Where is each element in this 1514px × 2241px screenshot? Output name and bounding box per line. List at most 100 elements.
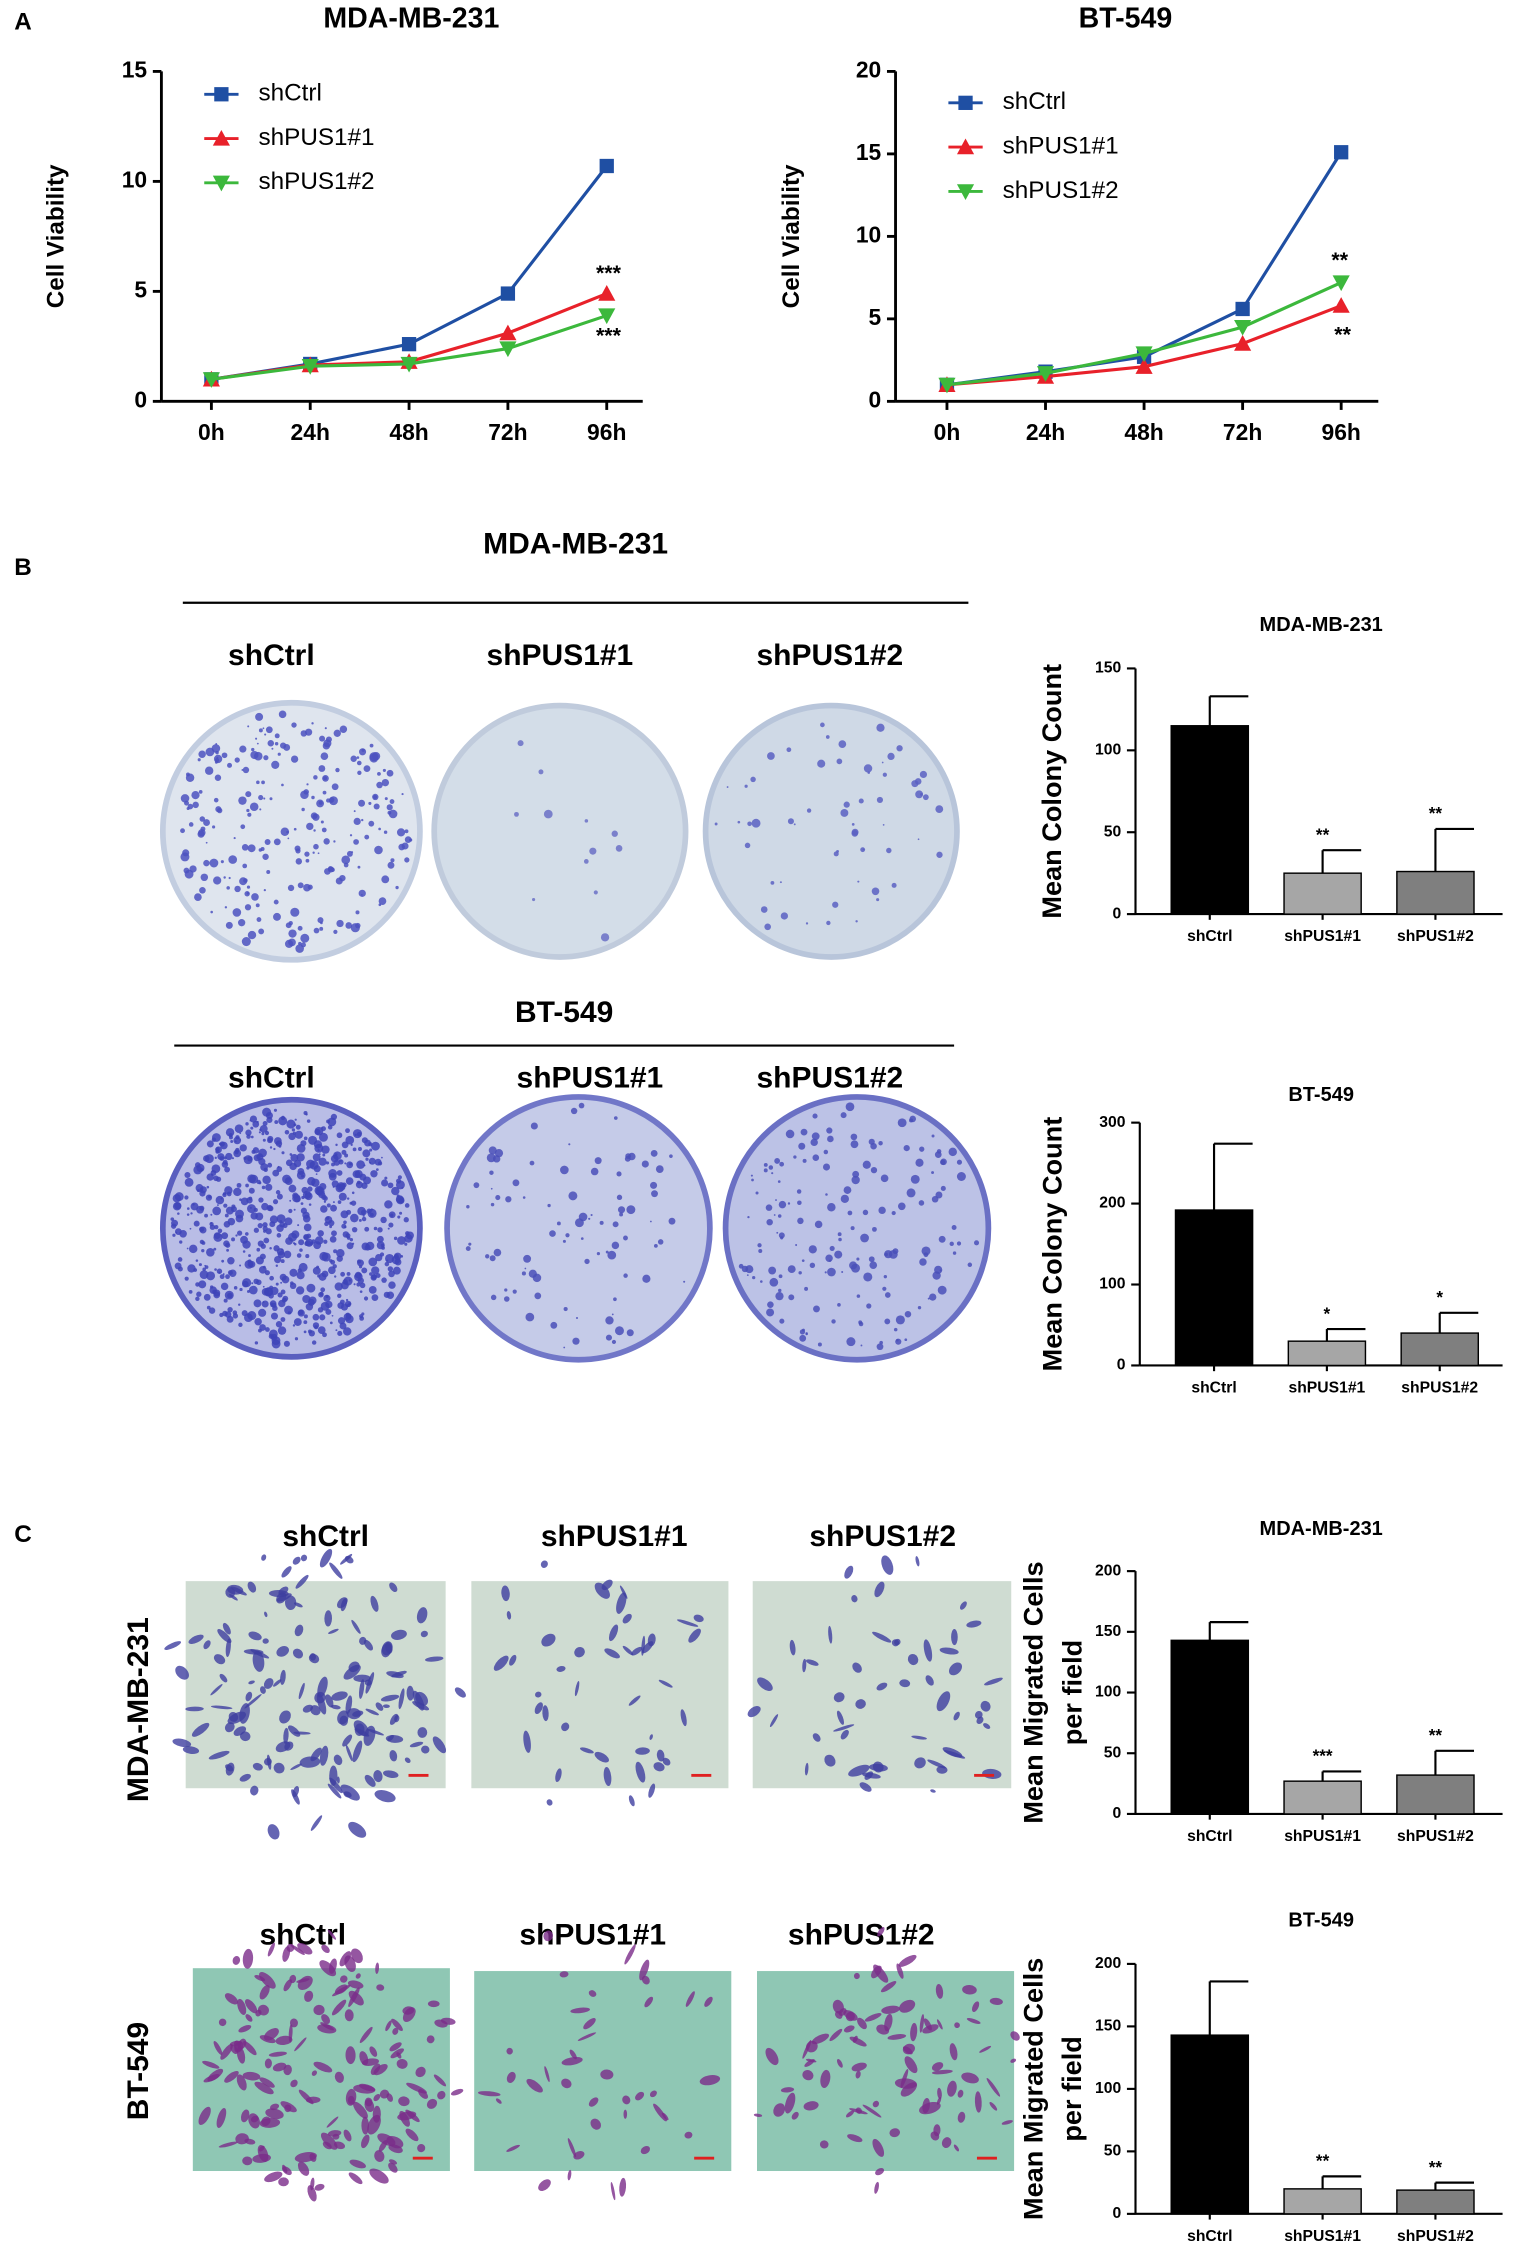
colony-dot: [188, 1244, 198, 1254]
colony-dot: [214, 760, 218, 764]
colony-dot: [866, 1303, 872, 1309]
cell: [328, 1628, 339, 1634]
colony-dot: [857, 880, 860, 883]
cell: [543, 1930, 553, 1942]
y-tick-label: 15: [122, 56, 148, 82]
colony-dot: [799, 1334, 807, 1342]
colony-dot: [384, 1261, 390, 1267]
significance: **: [1316, 824, 1330, 844]
cell: [872, 1631, 892, 1643]
colony-dot: [578, 1102, 585, 1109]
colony-dot: [362, 1214, 365, 1217]
colony-dot: [293, 1242, 297, 1246]
colony-dot: [184, 1276, 189, 1281]
colony-dot: [204, 1154, 214, 1164]
colony-dot: [356, 1160, 365, 1169]
colony-dot: [850, 1140, 859, 1149]
colony-dot: [863, 764, 873, 773]
y-tick-label: 0: [1112, 2205, 1121, 2222]
cell: [294, 1624, 304, 1637]
cell: [812, 1733, 821, 1742]
chart-title: BT-549: [1288, 1909, 1354, 1931]
cell: [847, 2134, 863, 2143]
cell: [307, 2185, 317, 2202]
cell: [345, 2046, 356, 2065]
y-axis-label: per field: [1056, 1640, 1087, 1746]
cell: [252, 1762, 263, 1771]
colony-dot: [757, 1243, 762, 1248]
colony-dot: [323, 1200, 327, 1203]
colony-dot: [805, 1332, 808, 1335]
cell: [855, 1699, 866, 1709]
colony-dot: [884, 1318, 891, 1325]
colony-dot: [607, 1250, 617, 1260]
colony-dot: [280, 1259, 285, 1264]
cell: [580, 1747, 594, 1754]
colony-dot: [277, 1292, 283, 1298]
cell: [937, 2087, 942, 2100]
colony-dot: [219, 1274, 225, 1280]
colony-dot: [201, 1248, 205, 1253]
colony-dot: [235, 1209, 244, 1219]
colony-dot: [321, 1145, 330, 1154]
cell: [450, 2088, 464, 2096]
colony-dot: [329, 1235, 337, 1243]
colony-dot: [489, 1255, 496, 1262]
colony-dot: [363, 1164, 366, 1167]
colony-dot: [214, 1156, 217, 1159]
y-tick-label: 150: [1095, 1623, 1121, 1640]
cell: [283, 1727, 289, 1744]
x-tick-label: 72h: [488, 419, 527, 445]
colony-dot: [288, 929, 297, 938]
marker: [400, 356, 418, 373]
colony-dot: [884, 1292, 891, 1298]
colony-dot: [619, 1212, 624, 1217]
colony-dot: [225, 921, 233, 929]
cell: [555, 1768, 562, 1783]
colony-dot: [303, 1223, 312, 1232]
cell: [974, 2091, 982, 2113]
bar: [1170, 725, 1250, 915]
cell: [348, 1990, 364, 2006]
x-tick-label: shCtrl: [1187, 2228, 1232, 2241]
colony-dot: [345, 922, 353, 929]
colony-dot: [758, 1248, 763, 1253]
cell: [427, 2000, 440, 2008]
colony-dot: [250, 1135, 254, 1139]
cell: [676, 1619, 699, 1627]
colony-dot: [306, 1283, 316, 1293]
colony-dot: [375, 1273, 381, 1278]
cell: [769, 1714, 779, 1728]
colony-dot: [914, 778, 922, 785]
colony-dot: [307, 1329, 312, 1334]
colony-dot: [318, 800, 323, 805]
colony-dot: [184, 1195, 189, 1200]
cell: [324, 1610, 333, 1627]
colony-dot: [612, 1221, 619, 1228]
y-axis-label: per field: [1056, 2036, 1087, 2142]
colony-dot: [192, 801, 199, 809]
colony-dot: [375, 1168, 379, 1172]
cell: [844, 1565, 854, 1579]
colony-dot: [288, 1184, 297, 1193]
cell: [684, 2131, 693, 2139]
colony-dot: [345, 1128, 350, 1134]
cell-line-label: MDA-MB-231: [122, 1617, 155, 1802]
colony-dot: [320, 752, 329, 761]
colony-dot: [304, 851, 310, 857]
colony-dot: [258, 728, 263, 733]
cell: [343, 1664, 361, 1680]
y-axis-label: Mean Migrated Cells: [1018, 1958, 1049, 2220]
condition-label: shPUS1#2: [757, 1062, 904, 1095]
colony-dot: [642, 1274, 651, 1283]
cell: [254, 2081, 274, 2095]
cell: [336, 1776, 340, 1784]
colony-dot: [199, 1226, 205, 1232]
cell: [239, 1773, 251, 1782]
cell: [648, 1783, 656, 1798]
colony-dot: [240, 1197, 249, 1206]
colony-dot: [373, 1226, 378, 1231]
cell: [245, 1691, 253, 1702]
colony-dot: [802, 1158, 807, 1163]
cell: [941, 2137, 952, 2149]
